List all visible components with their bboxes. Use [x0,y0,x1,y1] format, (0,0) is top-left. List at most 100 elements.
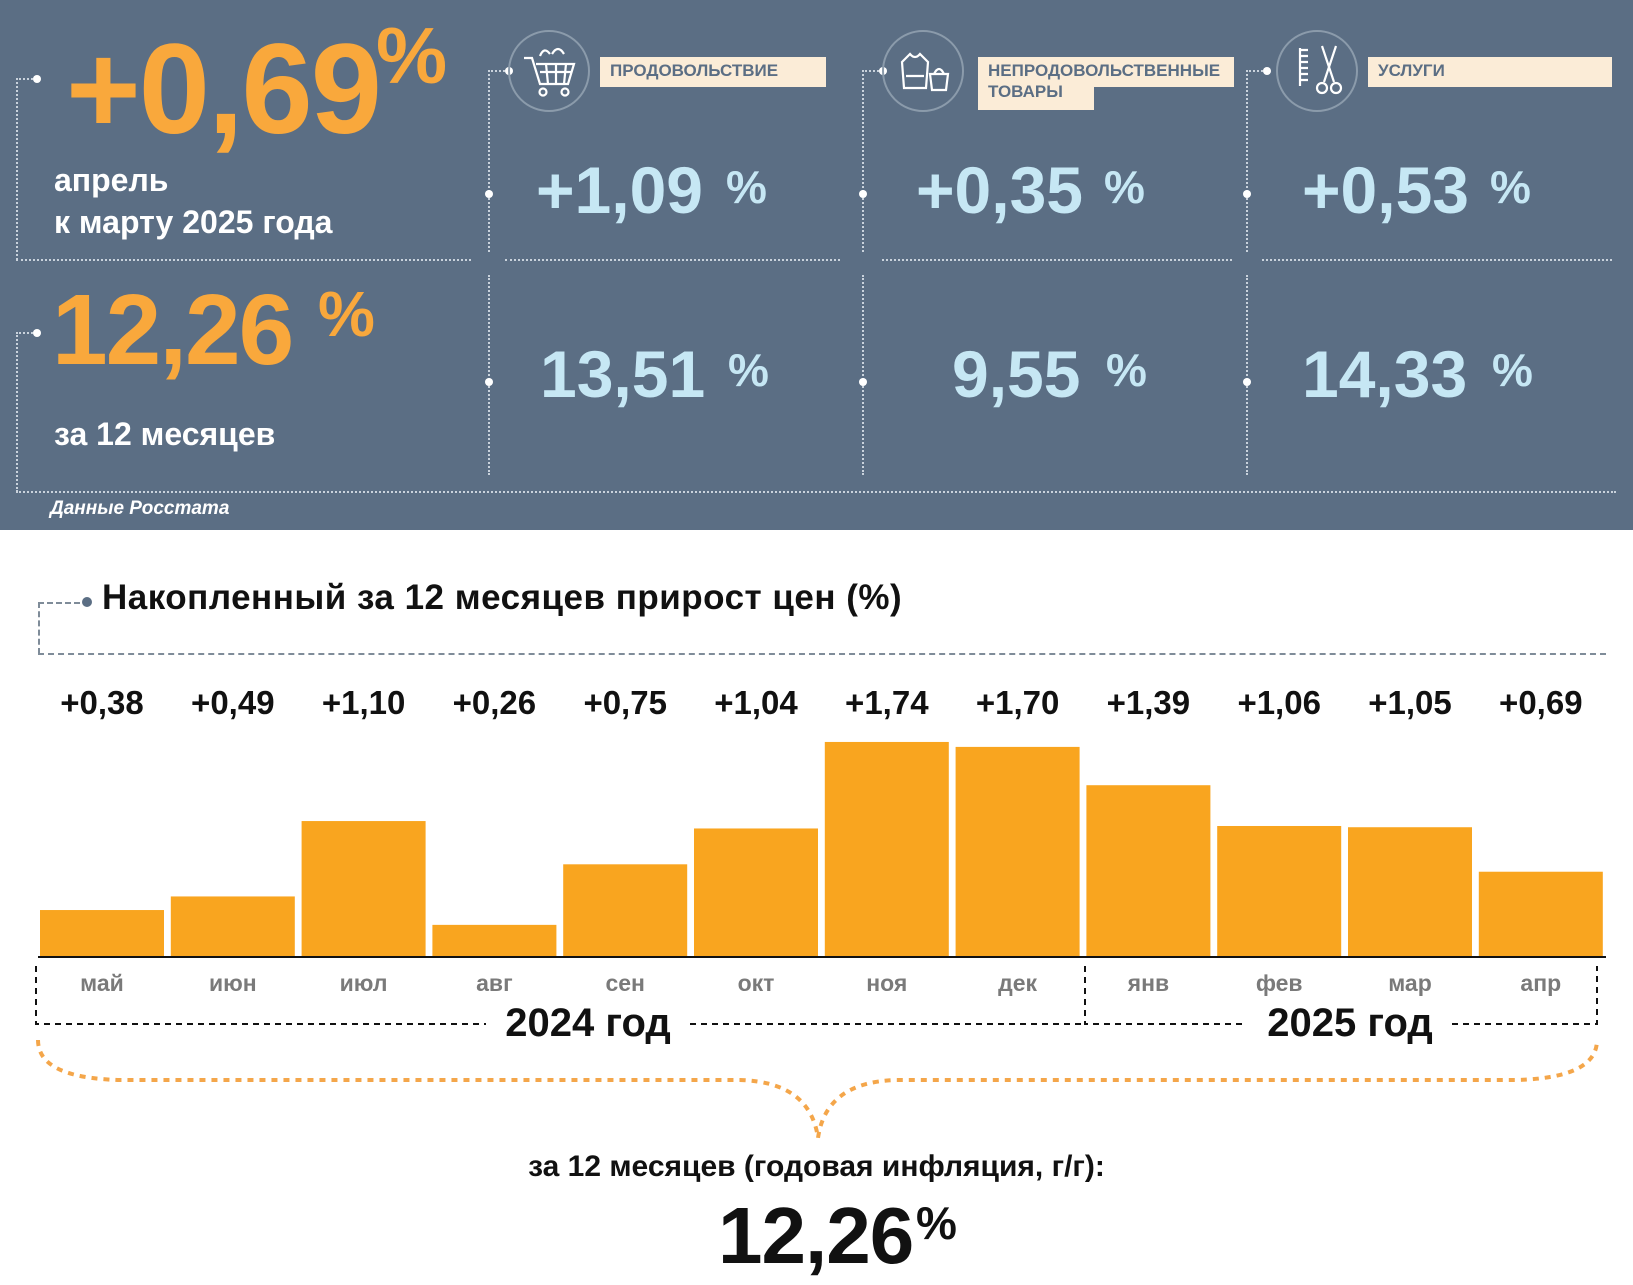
food-monthly-unit: % [726,161,767,213]
nonfood-monthly-unit: % [1104,161,1145,213]
month-label-ноя: ноя [866,970,907,996]
divider [862,70,864,252]
bar-дек [955,746,1080,957]
value-label-окт: +1,04 [714,684,798,721]
month-label-янв: янв [1127,970,1169,996]
divider [16,78,18,260]
divider [505,259,840,261]
bar-фев [1217,825,1342,957]
clothing-icon [882,30,964,112]
nonfood-annual-value: 9,55 [952,337,1081,411]
bar-июн [170,896,295,957]
annual-caption: за 12 месяцев [54,416,276,452]
month-label-мар: мар [1388,970,1432,996]
year-label-2025: 2025 год [1267,1001,1433,1045]
marker-dot [33,75,41,83]
food-annual-unit: % [728,344,769,396]
marker-dot [485,378,493,386]
year-bracket-2025-right [1452,966,1598,1025]
divider [1246,275,1248,475]
year-bracket-2024-left [35,966,486,1025]
nonfood-annual-unit: % [1106,344,1147,396]
monthly-caption-line2: к марту 2025 года [54,204,333,240]
bar-май [40,910,164,957]
value-label-ноя: +1,74 [845,684,929,721]
monthly-caption-line1: апрель [54,162,169,198]
bar-апр [1478,871,1603,957]
marker-dot [33,329,41,337]
marker-dot [485,190,493,198]
marker-dot [1263,67,1271,75]
divider [488,275,490,475]
divider [488,70,508,72]
monthly-inflation-value: +0,69 [66,18,382,161]
annual-inflation-unit: % [318,278,375,350]
category-label-services: УСЛУГИ [1368,57,1612,87]
divider [16,259,471,261]
total-caption: за 12 месяцев (годовая инфляция, г/г): [528,1150,1105,1183]
divider [488,70,490,252]
value-label-янв: +1,39 [1107,684,1191,721]
month-label-авг: авг [476,970,513,996]
shopping-cart-icon [508,30,590,112]
bar-янв [1086,785,1211,957]
divider [16,491,1616,493]
year-label-2024: 2024 год [505,1001,671,1045]
divider [1262,259,1612,261]
services-monthly-value: +0,53 [1302,153,1469,227]
month-label-апр: апр [1520,970,1561,996]
scissors-comb-icon [1276,30,1358,112]
value-label-мар: +1,05 [1368,684,1452,721]
value-label-май: +0,38 [60,684,144,721]
bar-chart: +0,38 +0,49 +1,10 +0,26 +0,75 +1,04 +1,74 +1,70… [35,684,1606,1139]
divider [16,78,36,80]
value-label-дек: +1,70 [976,684,1060,721]
bar-июл [301,821,426,957]
total-brace [36,1039,1599,1139]
marker-dot [859,190,867,198]
food-annual-value: 13,51 [540,337,706,411]
divider [16,332,18,492]
annual-inflation-value: 12,26 [52,274,294,386]
marker-dot [859,378,867,386]
value-label-авг: +0,26 [453,684,537,721]
bar-мар [1348,827,1472,957]
title-underline [38,653,1606,655]
nonfood-monthly-value: +0,35 [916,153,1083,227]
value-label-фев: +1,06 [1237,684,1321,721]
value-label-июл: +1,10 [322,684,406,721]
category-label-food: ПРОДОВОЛЬСТВИЕ [600,57,826,87]
month-label-окт: окт [738,970,775,996]
month-label-сен: сен [605,970,644,996]
divider [882,259,1232,261]
summary-panel: +0,69 % апрель к марту 2025 года 12,26 %… [0,0,1633,530]
divider [16,332,36,334]
bar-ноя [824,741,949,957]
source-note: Данные Росстата [50,498,230,519]
divider [1246,70,1248,252]
divider [1246,70,1266,72]
value-label-июн: +0,49 [191,684,275,721]
title-connector [38,602,80,604]
month-label-дек: дек [998,970,1037,996]
category-label-nonfood-line2: ТОВАРЫ [978,80,1094,110]
services-annual-value: 14,33 [1302,337,1468,411]
title-dot [82,597,92,607]
bar-окт [694,828,818,957]
total-value: 12,26 [718,1191,914,1280]
month-label-фев: фев [1256,970,1303,996]
value-label-апр: +0,69 [1499,684,1583,721]
marker-dot [1243,378,1251,386]
month-label-июн: июн [209,970,257,996]
services-annual-unit: % [1492,344,1533,396]
services-monthly-unit: % [1490,161,1531,213]
marker-dot [1243,190,1251,198]
value-label-сен: +0,75 [583,684,667,721]
bar-сен [563,864,688,957]
divider [862,70,882,72]
bar-авг [432,924,557,957]
month-label-июл: июл [340,970,388,996]
title-connector [38,602,40,654]
month-label-май: май [80,970,124,996]
divider [862,275,864,475]
